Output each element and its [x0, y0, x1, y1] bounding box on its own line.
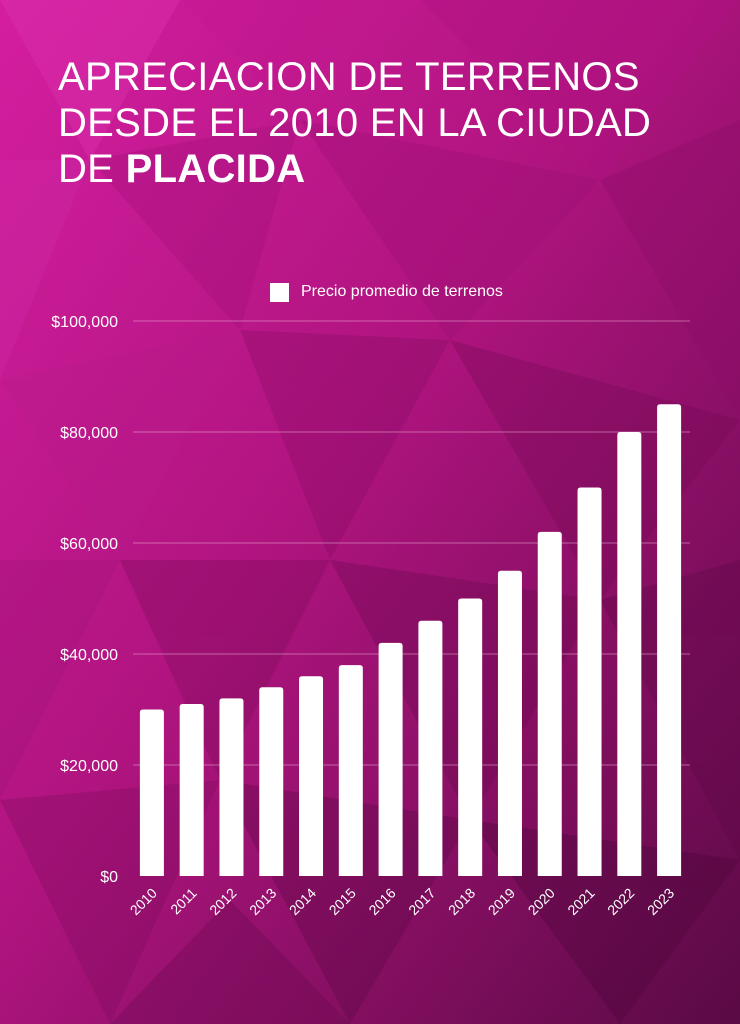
y-tick-label: $20,000 [60, 758, 118, 775]
x-tick-label: 2020 [525, 885, 558, 918]
bar-2018 [458, 598, 483, 876]
x-tick-label: 2022 [604, 885, 637, 918]
x-tick-label: 2014 [286, 885, 319, 918]
bar-2020 [537, 531, 562, 876]
x-tick-label: 2010 [127, 885, 160, 918]
x-axis: 2010 2011 2012 2013 2014 2015 2016 2017 2018 2019… [127, 885, 678, 918]
bars [139, 404, 682, 876]
chart-title-line-2: DESDE EL 2010 EN LA CIUDAD [58, 101, 652, 145]
x-tick-label: 2016 [365, 885, 398, 918]
bar-2023 [657, 404, 682, 876]
chart-title: APRECIACION DE TERRENOS DESDE EL 2010 EN… [58, 54, 718, 192]
chart-legend: Precio promedio de terrenos [270, 281, 503, 303]
chart-title-line-3-prefix: DE [58, 147, 126, 191]
bar-2021 [577, 487, 602, 876]
bar-2010 [139, 709, 164, 876]
x-tick-label: 2017 [405, 885, 438, 918]
bar-2012 [219, 698, 244, 876]
bar-2022 [617, 432, 642, 876]
bar-2019 [497, 570, 522, 876]
y-tick-label: $80,000 [60, 425, 118, 442]
y-tick-label: $40,000 [60, 647, 118, 664]
legend-swatch [270, 282, 289, 302]
x-tick-label: 2021 [564, 885, 597, 918]
x-tick-label: 2019 [485, 885, 518, 918]
bar-2017 [418, 620, 443, 876]
x-tick-label: 2015 [326, 885, 359, 918]
y-axis: $0 $20,000 $40,000 $60,000 $80,000 $100,000 [51, 314, 118, 886]
legend-label: Precio promedio de terrenos [301, 283, 503, 300]
x-tick-label: 2018 [445, 885, 478, 918]
bar-2013 [259, 687, 284, 876]
bar-2015 [338, 665, 363, 876]
x-tick-label: 2011 [167, 885, 200, 918]
bar-2011 [179, 703, 204, 876]
x-tick-label: 2023 [644, 885, 677, 918]
y-tick-label: $60,000 [60, 536, 118, 553]
bar-2014 [299, 676, 324, 876]
chart-title-highlight: PLACIDA [125, 147, 306, 191]
chart-title-line-1: APRECIACION DE TERRENOS [58, 55, 640, 99]
x-tick-label: 2013 [246, 885, 279, 918]
gridlines [133, 320, 690, 766]
y-tick-label: $0 [100, 869, 118, 886]
x-tick-label: 2012 [206, 885, 239, 918]
bar-2016 [378, 642, 403, 876]
y-tick-label: $100,000 [51, 314, 118, 331]
